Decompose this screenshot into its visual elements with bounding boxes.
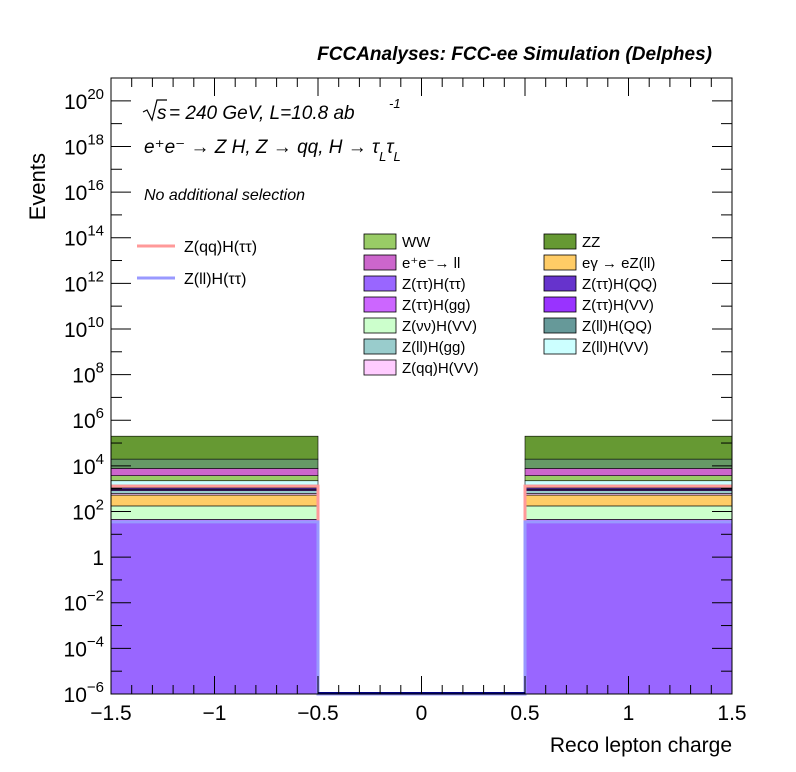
y-tick-label: 1018 [64, 131, 104, 159]
legend-label: Z(ττ)H(gg) [402, 297, 471, 314]
legend-swatch [363, 233, 397, 250]
bar-segment [524, 458, 733, 469]
bar-segment [524, 521, 733, 695]
legend-swatch [363, 254, 397, 271]
bar-segment [110, 494, 319, 507]
y-tick-label: 102 [72, 496, 104, 524]
x-tick-label: 1.5 [717, 702, 746, 725]
selection-note: No additional selection [144, 187, 305, 204]
bar-segment [110, 490, 319, 494]
legend-swatch [543, 254, 577, 271]
legend-label: Z(ττ)H(ττ) [402, 276, 466, 293]
y-tick-label: 108 [72, 360, 104, 388]
bar-segment [524, 505, 733, 520]
bar-segment [524, 494, 733, 507]
legend-swatch [363, 359, 397, 376]
legend-label: ZZ [582, 234, 600, 251]
legend-label: Z(νν)H(VV) [402, 318, 477, 335]
legend-label: eγ → eZ(ll) [582, 255, 655, 272]
bar-segment [524, 480, 733, 486]
y-tick-label: 10−4 [64, 633, 104, 661]
legend-label: Z(qq)H(ττ) [184, 239, 257, 256]
legend-swatch [363, 275, 397, 292]
y-tick-label: 1016 [64, 177, 104, 205]
legend-swatch [543, 338, 577, 355]
x-tick-label: −1.5 [90, 702, 131, 725]
legend-swatch [543, 233, 577, 250]
legend-swatch [363, 338, 397, 355]
y-tick-label: 1012 [64, 268, 104, 296]
y-tick-label: 1014 [64, 223, 104, 251]
x-tick-label: 1 [623, 702, 635, 725]
legend-label: Z(ll)H(QQ) [582, 318, 652, 335]
legend: Z(qq)H(ττ) Z(ll)H(ττ) WW ZZ e⁺e⁻→ ll eγ → eZ(… [137, 233, 657, 377]
y-tick-label: 1020 [64, 86, 104, 114]
bar-segment [524, 475, 733, 482]
axes [110, 77, 733, 695]
bar-segment [110, 505, 319, 520]
energy-text: = 240 GeV, L=10.8 ab [169, 103, 355, 124]
energy-s: s [157, 103, 167, 124]
y-tick-label: 104 [72, 451, 104, 479]
sqrt-sign [142, 99, 167, 122]
bar-segment [524, 468, 733, 476]
y-tick-label: 106 [72, 405, 104, 433]
energy-sup: -1 [389, 96, 401, 111]
y-axis-label: Events [25, 153, 50, 220]
x-axis-label: Reco lepton charge [550, 734, 732, 757]
bar-segment [110, 468, 319, 476]
x-tick-label: 0.5 [510, 702, 539, 725]
bar-segment [110, 458, 319, 469]
legend-label: Z(ll)H(ττ) [184, 271, 246, 288]
legend-swatch [363, 317, 397, 334]
x-tick-label: −0.5 [297, 702, 338, 725]
legend-swatch [543, 317, 577, 334]
legend-label: Z(ll)H(VV) [582, 339, 649, 356]
legend-swatch [363, 296, 397, 313]
bar-segment [110, 435, 319, 460]
legend-label: WW [402, 234, 431, 251]
bar-segment [524, 490, 733, 494]
chart-text: −1.5 −1 −0.5 0 0.5 1 1.5 10−6 10−4 10−2 1 102 104 106… [25, 44, 747, 757]
legend-label: Z(qq)H(VV) [402, 360, 479, 377]
y-tick-label: 10−2 [64, 588, 104, 616]
x-tick-label: −1 [203, 702, 227, 725]
chart-title: FCCAnalyses: FCC-ee Simulation (Delphes) [317, 44, 712, 65]
legend-label: Z(ττ)H(VV) [582, 297, 654, 314]
legend-label: Z(ll)H(gg) [402, 339, 465, 356]
bar-segment [110, 475, 319, 482]
bar-segment [524, 435, 733, 460]
legend-label: Z(ττ)H(QQ) [582, 276, 657, 293]
process-text: e⁺e⁻ → Z H, Z → qq, H → τLτL [144, 137, 401, 164]
y-tick-label: 1 [92, 547, 104, 570]
y-tick-label: 1010 [64, 314, 104, 342]
legend-swatch [543, 296, 577, 313]
x-tick-label: 0 [416, 702, 428, 725]
stacked-bars [110, 435, 733, 696]
bar-segment [110, 521, 319, 695]
y-tick-label: 10−6 [64, 679, 104, 707]
legend-label: e⁺e⁻→ ll [402, 255, 460, 272]
legend-swatch [543, 275, 577, 292]
bar-segment [110, 480, 319, 486]
